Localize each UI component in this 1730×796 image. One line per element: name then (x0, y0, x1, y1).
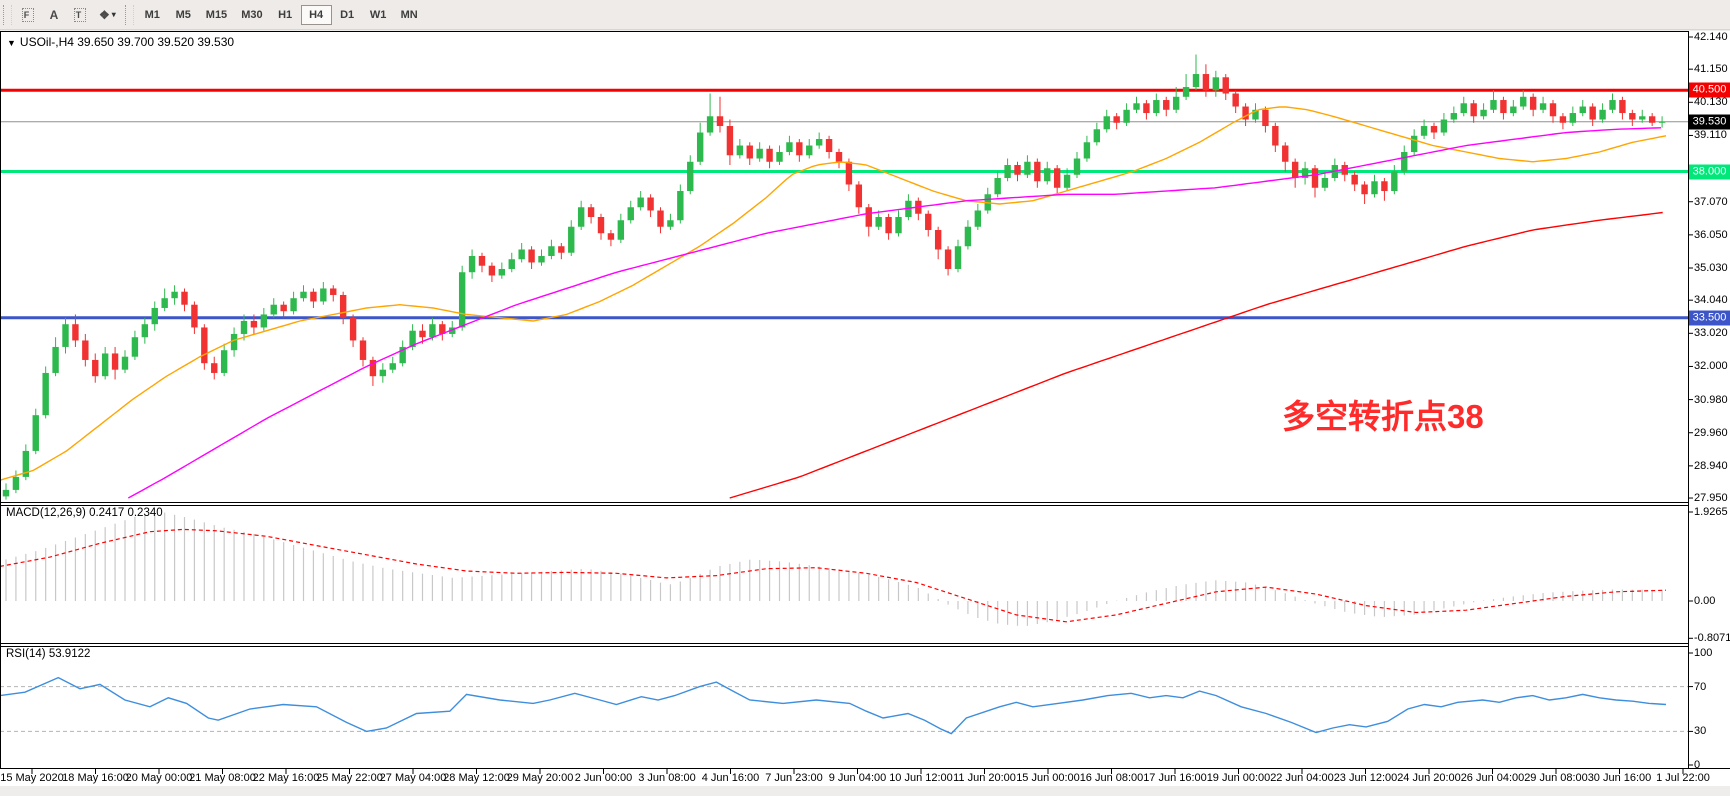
time-tick-label: 3 Jun 08:00 (638, 772, 696, 784)
time-tick-label: 29 Jun 08:00 (1524, 772, 1588, 784)
price-tick-label: 41.150 (1694, 63, 1728, 76)
time-tick-label: 30 Jun 16:00 (1587, 772, 1652, 784)
time-tick-label: 1 Jul 22:00 (1656, 772, 1710, 784)
price-tick-label: 36.050 (1694, 228, 1728, 241)
rsi-tick-label: 70 (1694, 680, 1707, 693)
toolbar-grip[interactable] (3, 4, 12, 25)
chart-title-text: USOil-,H4 39.650 39.700 39.520 39.530 (19, 35, 235, 49)
time-tick-label: 4 Jun 16:00 (701, 772, 760, 784)
time-tick-label: 10 Jun 12:00 (889, 772, 953, 784)
price-level-badge: 38.000 (1689, 164, 1730, 179)
time-tick-label: 24 Jun 20:00 (1397, 772, 1461, 784)
time-tick-label: 18 May 16:00 (62, 772, 129, 784)
timeframe-button-h1[interactable]: H1 (270, 5, 301, 25)
price-tick-label: 29.960 (1694, 426, 1728, 439)
time-tick-label: 27 May 04:00 (379, 772, 447, 784)
frame-tool-button[interactable]: F (15, 4, 41, 26)
time-tick-label: 20 May 00:00 (125, 772, 193, 784)
macd-tick-label: 0.00 (1694, 595, 1716, 607)
price-tick-label: 40.130 (1694, 96, 1728, 109)
timeframe-button-h4[interactable]: H4 (300, 4, 332, 25)
timeframe-button-m30[interactable]: M30 (234, 5, 269, 25)
chevron-down-icon[interactable]: ▾ (111, 10, 116, 19)
time-tick-label: 11 Jun 20:00 (953, 772, 1016, 784)
rsi-tick-label: 0 (1694, 759, 1701, 771)
time-tick-label: 29 May 20:00 (506, 772, 574, 784)
line-studies-toolbar: F A T ❖ ▾ (15, 4, 122, 26)
time-tick-label: 28 May 12:00 (443, 772, 510, 784)
time-tick-label: 15 Jun 00:00 (1016, 772, 1080, 784)
time-tick-label: 9 Jun 04:00 (828, 772, 887, 784)
bid-price-badge: 39.530 (1689, 114, 1730, 130)
price-tick-label: 30.980 (1694, 393, 1728, 406)
macd-tick-label: 1.9265 (1694, 505, 1728, 518)
price-tick-label: 32.000 (1694, 360, 1728, 373)
timeframe-button-mn[interactable]: MN (394, 5, 425, 25)
time-tick-label: 21 May 08:00 (189, 772, 256, 784)
rsi-tick-label: 100 (1694, 647, 1713, 659)
time-tick-label: 25 May 22:00 (316, 772, 383, 784)
time-tick-label: 15 May 2020 (0, 772, 64, 784)
price-level-badge: 40.500 (1689, 82, 1730, 98)
rsi-label: RSI(14) 53.9122 (6, 648, 91, 660)
rsi-tick-label: 30 (1694, 725, 1707, 738)
text-label-tool-icon: T (73, 7, 87, 22)
time-tick-label: 26 Jun 04:00 (1460, 772, 1525, 784)
text-tool-button[interactable]: A (41, 4, 67, 26)
macd-tick-label: -0.8071 (1694, 632, 1730, 645)
price-tick-label: 42.140 (1694, 31, 1728, 43)
timeframe-button-m1[interactable]: M1 (137, 5, 168, 25)
price-tick-label: 35.030 (1694, 262, 1728, 274)
time-tick-label: 16 Jun 08:00 (1079, 772, 1144, 784)
price-tick-label: 39.110 (1694, 129, 1727, 142)
timeframe-button-d1[interactable]: D1 (332, 5, 363, 25)
toolbar: F A T ❖ ▾ M1 M5 M15 M30 H1 H4 D1 W1 MN (0, 0, 1730, 30)
timeframes-toolbar: M1 M5 M15 M30 H1 H4 D1 W1 MN (137, 4, 425, 25)
time-tick-label: 7 Jun 23:00 (765, 772, 823, 784)
price-tick-label: 27.950 (1694, 492, 1728, 505)
annotation-text[interactable]: 多空转折点38 (1282, 398, 1484, 435)
time-tick-label: 22 May 16:00 (252, 772, 320, 784)
text-tool-icon: A (49, 7, 59, 22)
timeframe-button-w1[interactable]: W1 (363, 5, 394, 25)
arrows-tool-icon: ❖ (99, 7, 110, 22)
frame-tool-icon: F (21, 7, 35, 22)
time-tick-label: 19 Jun 00:00 (1206, 772, 1271, 784)
price-tick-label: 37.070 (1694, 195, 1728, 208)
text-label-tool-button[interactable]: T (67, 4, 93, 26)
collapse-arrow-icon[interactable]: ▼ (7, 38, 16, 48)
arrows-tool-button[interactable]: ❖ ▾ (93, 4, 122, 26)
timeframe-button-m15[interactable]: M15 (199, 5, 234, 25)
time-tick-label: 17 Jun 16:00 (1143, 772, 1207, 784)
toolbar-grip[interactable] (124, 4, 134, 25)
time-tick-label: 23 Jun 12:00 (1333, 772, 1398, 784)
time-tick-label: 22 Jun 04:00 (1270, 772, 1334, 784)
price-level-badge: 33.500 (1689, 310, 1730, 326)
price-tick-label: 28.940 (1694, 459, 1728, 472)
timeframe-button-m5[interactable]: M5 (168, 5, 199, 25)
chart-title: ▼ USOil-,H4 39.650 39.700 39.520 39.530 (7, 35, 234, 49)
price-tick-label: 34.040 (1694, 294, 1728, 307)
macd-label: MACD(12,26,9) 0.2417 0.2340 (6, 507, 163, 519)
time-tick-label: 2 Jun 00:00 (574, 772, 633, 784)
price-tick-label: 33.020 (1694, 327, 1728, 340)
